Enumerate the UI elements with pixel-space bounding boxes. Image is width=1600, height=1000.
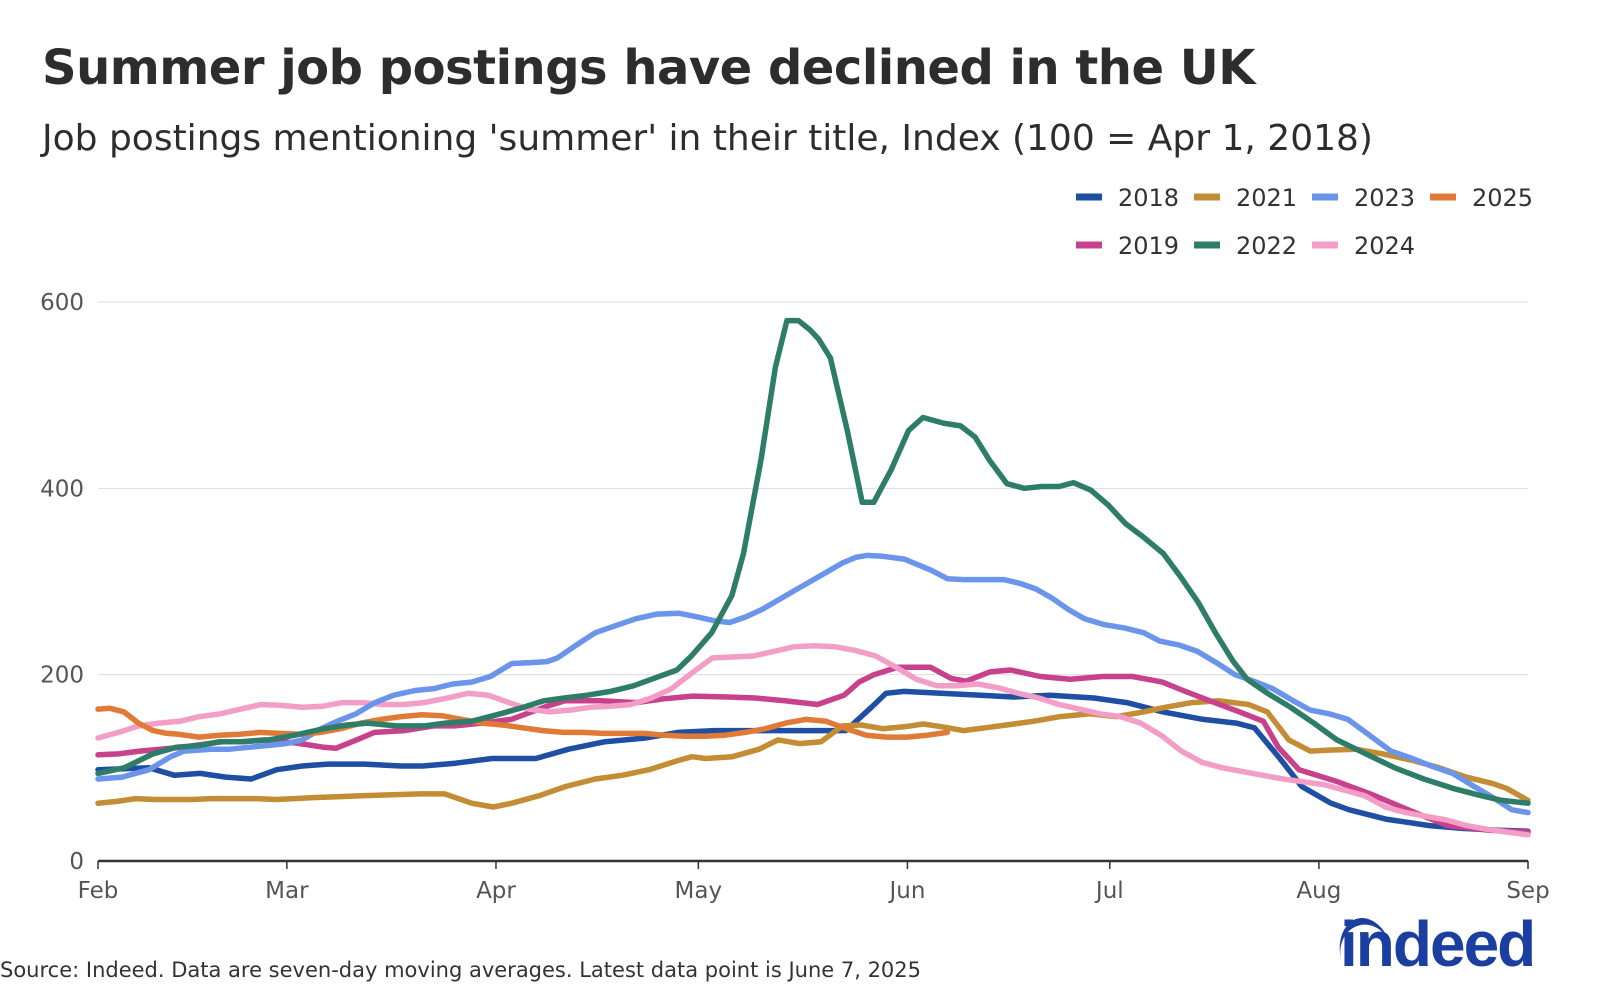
x-tick-label: Mar [265, 878, 309, 904]
series-line-2022 [95, 317, 1531, 806]
series-lines [95, 317, 1531, 838]
x-tick-label: Apr [476, 878, 516, 904]
legend-label: 2019 [1118, 232, 1179, 260]
legend-label: 2022 [1236, 232, 1297, 260]
legend-label: 2021 [1236, 184, 1297, 212]
x-tick-label: Sep [1506, 878, 1549, 904]
chart-title: Summer job postings have declined in the… [42, 40, 1255, 96]
x-tick-label: Feb [78, 878, 119, 904]
x-tick-label: Jul [1094, 878, 1124, 904]
y-tick-label: 400 [40, 476, 84, 502]
y-tick-label: 0 [69, 849, 84, 875]
series-line-2021 [95, 698, 1531, 810]
series-line-2023 [95, 552, 1531, 816]
x-axis-ticks: Feb Mar Apr May Jun Jul Aug Sep [78, 861, 1550, 904]
y-axis-ticks: 0 200 400 600 [40, 290, 84, 875]
gridlines [98, 301, 1528, 676]
x-tick-label: Aug [1296, 878, 1341, 904]
legend-label: 2024 [1354, 232, 1415, 260]
legend-label: 2023 [1354, 184, 1415, 212]
legend: 2018 2021 2023 2025 2019 2022 2024 [1076, 184, 1533, 260]
legend-label: 2025 [1472, 184, 1533, 212]
chart-subtitle: Job postings mentioning 'summer' in thei… [42, 118, 1373, 159]
series-line-2024 [95, 643, 1531, 838]
indeed-logo[interactable]: indeed [1332, 912, 1536, 976]
source-note: Source: Indeed. Data are seven-day movin… [0, 958, 922, 982]
x-tick-label: May [675, 878, 723, 904]
y-tick-label: 600 [40, 290, 84, 316]
series-line-2025 [95, 705, 951, 740]
legend-label: 2018 [1118, 184, 1179, 212]
logo-text: indeed [1340, 908, 1536, 980]
y-tick-label: 200 [40, 663, 84, 689]
x-tick-label: Jun [887, 878, 925, 904]
